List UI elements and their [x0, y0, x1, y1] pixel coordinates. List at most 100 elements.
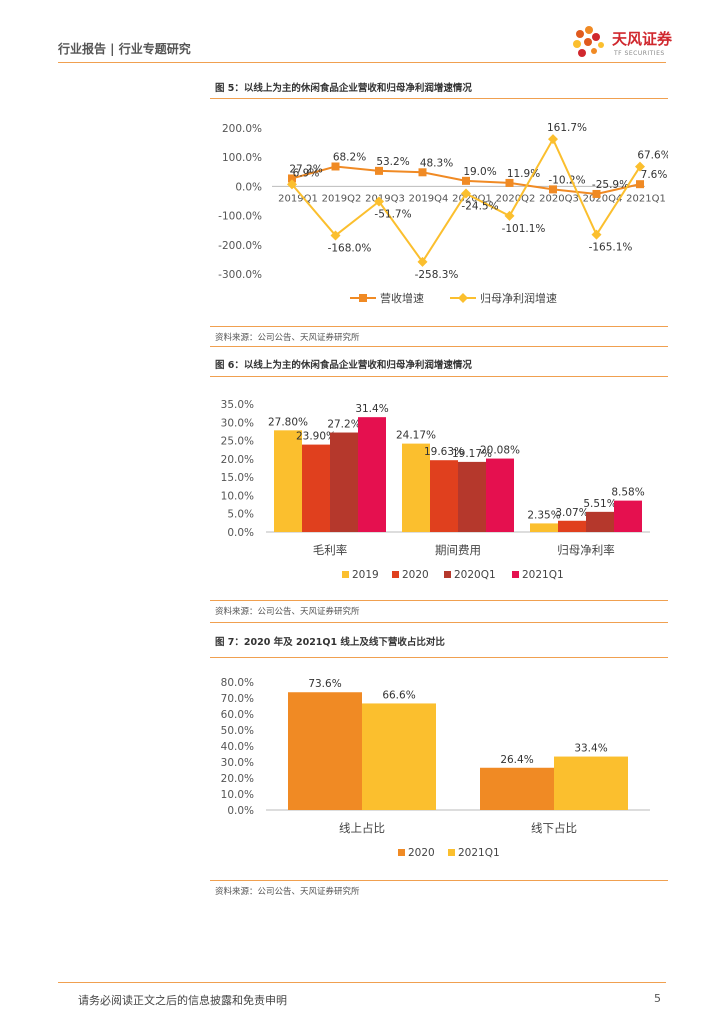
data-label: 20.08%: [480, 445, 520, 457]
series-1-marker: [287, 179, 297, 190]
legend-label: 2019: [352, 569, 379, 581]
legend-label: 2020Q1: [454, 569, 496, 581]
series-1-marker: [417, 256, 428, 267]
category-label: 期间费用: [435, 543, 481, 557]
y-tick-label: -100.0%: [218, 211, 262, 223]
series-1-marker: [461, 188, 471, 199]
data-label: 73.6%: [308, 678, 341, 690]
y-tick-label: 10.0%: [221, 490, 254, 502]
figure-5-line-chart: 200.0% 100.0% 0.0% -100.0% -200.0% -300.0% 201…: [218, 122, 668, 305]
figure-6-source: 资料来源：公司公告、天风证券研究所: [215, 607, 360, 617]
bar: [430, 460, 458, 532]
figure-5-source: 资料来源：公司公告、天风证券研究所: [215, 333, 360, 343]
footer-disclaimer: 请务必阅读正文之后的信息披露和免责申明: [78, 994, 287, 1007]
legend-label: 归母净利润增速: [480, 291, 557, 305]
category-label: 毛利率: [313, 543, 348, 557]
legend-swatch: [448, 849, 455, 856]
x-tick-label: 2020Q3: [539, 193, 579, 204]
x-tick-label: 2019Q4: [409, 193, 449, 204]
data-label: 19.0%: [463, 166, 496, 178]
y-tick-label: 0.0%: [235, 181, 262, 193]
series-1-marker: [635, 161, 645, 172]
x-tick-label: 2019Q1: [278, 193, 318, 204]
data-label: 27.2%: [289, 163, 322, 175]
bar: [362, 703, 436, 810]
x-tick-label: 2019Q2: [322, 193, 362, 204]
data-label: 27.80%: [268, 416, 308, 428]
report-header-label: 行业报告 | 行业专题研究: [58, 42, 191, 56]
brand-name-en: TF SECURITIES: [614, 50, 665, 57]
bar: [402, 443, 430, 532]
legend-swatch: [342, 571, 349, 578]
data-label: 33.4%: [574, 743, 607, 755]
data-label: 31.4%: [355, 403, 388, 415]
data-label: -25.9%: [592, 179, 629, 191]
data-label: 19.17%: [452, 448, 492, 460]
series-1-marker: [548, 134, 558, 145]
figure-6-bottom-rule: [210, 600, 668, 601]
y-tick-label: 25.0%: [221, 436, 254, 448]
figure-7-source: 资料来源：公司公告、天风证券研究所: [215, 887, 360, 897]
header-divider: [58, 62, 666, 63]
data-label: 26.4%: [500, 754, 533, 766]
category-label: 线下占比: [531, 821, 577, 835]
data-label: 2.35%: [527, 509, 560, 521]
y-tick-label: 0.0%: [227, 805, 254, 817]
y-tick-label: 60.0%: [221, 709, 254, 721]
legend-label: 营收增速: [380, 291, 424, 305]
x-tick-label: 2020Q4: [583, 193, 623, 204]
data-label: 5.51%: [583, 498, 616, 510]
series-1-marker: [504, 210, 515, 221]
y-tick-label: 30.0%: [221, 417, 254, 429]
bar: [486, 458, 514, 532]
figure-7-bottom-rule: [210, 880, 668, 881]
figure-5-top-rule: [210, 98, 668, 99]
series-0-marker: [462, 176, 470, 185]
x-tick-label: 2019Q3: [365, 193, 405, 204]
brand-name: 天风证券: [612, 30, 673, 48]
data-label: 24.17%: [396, 430, 436, 442]
bar: [586, 511, 614, 532]
data-label: -101.1%: [502, 223, 546, 235]
legend-swatch: [512, 571, 519, 578]
legend-label: 2021Q1: [458, 847, 500, 859]
data-label: 66.6%: [382, 689, 415, 701]
data-label: 48.3%: [420, 157, 453, 169]
y-tick-label: 35.0%: [221, 399, 254, 411]
y-tick-label: 30.0%: [221, 757, 254, 769]
series-0-marker: [636, 180, 644, 189]
series-1-marker: [591, 229, 602, 240]
data-label: -168.0%: [328, 242, 372, 254]
data-label: 19.63%: [424, 446, 464, 458]
y-tick-label: 70.0%: [221, 693, 254, 705]
figure-6-bar-chart: 35.0% 30.0% 25.0% 20.0% 15.0% 10.0% 5.0% 0.0% 27…: [221, 399, 650, 581]
series-0-marker: [331, 162, 340, 171]
x-tick-label: 2020Q1: [452, 193, 492, 204]
data-label: 53.2%: [376, 156, 409, 168]
brand-logo-icon: [573, 26, 604, 57]
y-tick-label: 80.0%: [221, 677, 254, 689]
data-label: 7.6%: [641, 169, 668, 181]
bar: [530, 523, 558, 532]
data-label: -51.7%: [374, 208, 411, 220]
x-tick-label: 2021Q1: [626, 193, 666, 204]
y-tick-label: -300.0%: [218, 269, 262, 281]
bar: [554, 756, 628, 810]
y-tick-label: 20.0%: [221, 773, 254, 785]
data-label: -258.3%: [415, 269, 459, 281]
figure-7-title: 图 7：2020 年及 2021Q1 线上及线下营收占比对比: [215, 637, 445, 648]
y-tick-label: 40.0%: [221, 741, 254, 753]
series-0-marker: [288, 174, 296, 183]
legend-swatch: [398, 849, 405, 856]
series-1-marker: [330, 230, 341, 241]
bar: [614, 500, 642, 532]
bar: [480, 767, 554, 810]
y-tick-label: 5.0%: [227, 509, 254, 521]
data-label: 68.2%: [333, 151, 366, 163]
y-tick-label: 15.0%: [221, 472, 254, 484]
y-tick-label: 200.0%: [222, 123, 262, 135]
figure-7-bar-chart: 80.0% 70.0% 60.0% 50.0% 40.0% 30.0% 20.0% 10.0%…: [221, 677, 650, 859]
x-tick-label: 2020Q2: [496, 193, 536, 204]
page-number: 5: [654, 992, 661, 1005]
series-0-marker: [418, 168, 427, 177]
